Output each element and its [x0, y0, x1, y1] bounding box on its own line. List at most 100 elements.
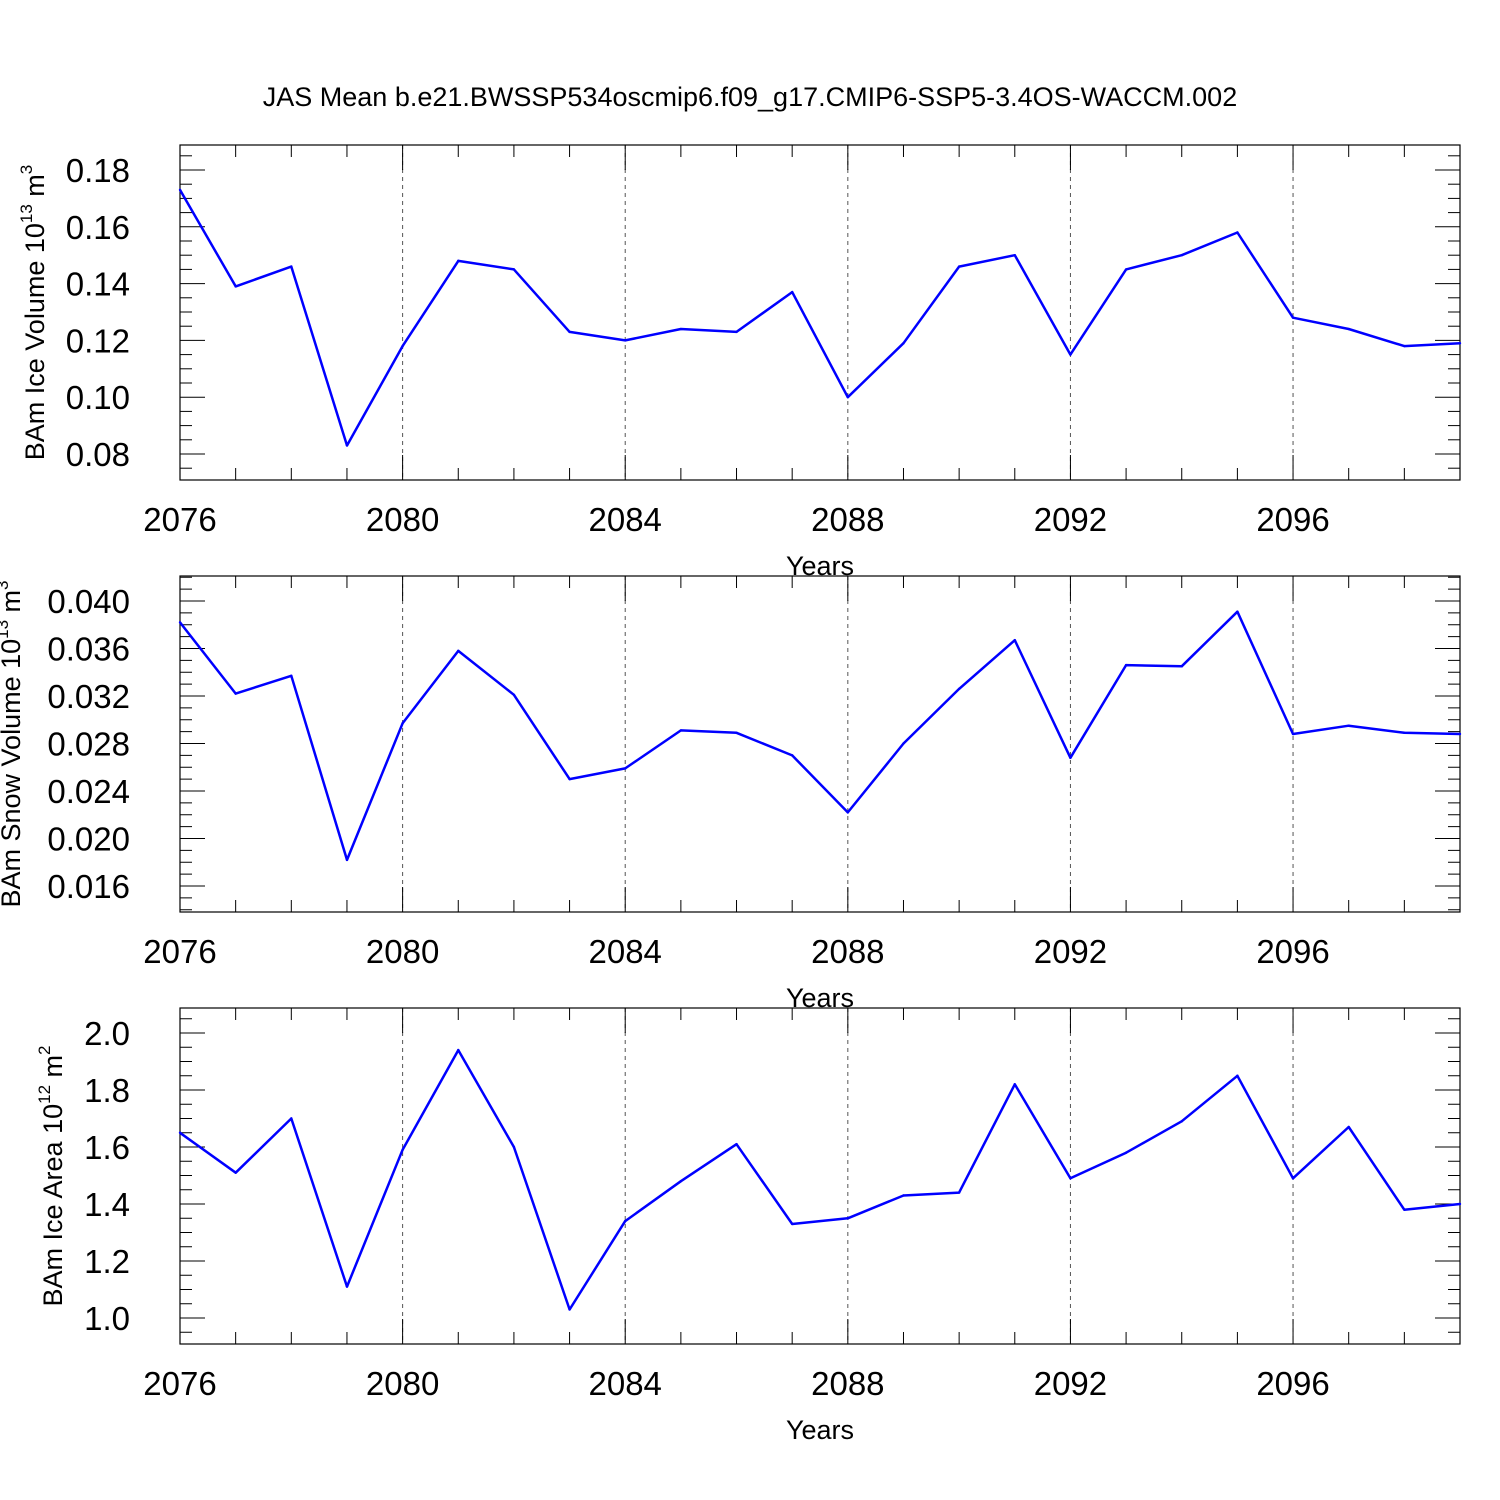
data-point [401, 344, 404, 348]
x-tick-label: 2084 [589, 933, 662, 970]
plot-frame [179, 144, 1461, 481]
data-point [1124, 663, 1128, 667]
y-axis-label-ylabel-exp: 12 [35, 1085, 54, 1104]
y-axis-label-ylabel-main: BAm Ice Volume 10 [20, 223, 50, 460]
y-axis-label: BAm Snow Volume 1013 m3 [0, 580, 26, 907]
y-axis-label-ylabel-unit: m [38, 1055, 68, 1085]
data-point [1013, 638, 1016, 642]
data-point [345, 1285, 349, 1288]
data-point [512, 693, 516, 697]
y-tick-label: 0.16 [66, 209, 130, 246]
data-point [401, 722, 404, 725]
panel-3: 2076 2080 2084 2088 2092 2096 1.0 1.2 1.4 1.6 1.8 2… [35, 1007, 1462, 1445]
data-point [902, 342, 905, 345]
x-tick-label: 2084 [589, 501, 662, 538]
data-point [1124, 268, 1128, 271]
x-tick-label: 2076 [143, 1365, 216, 1402]
data-point [290, 265, 293, 268]
series-line [178, 189, 1461, 447]
y-tick-label: 2.0 [84, 1015, 130, 1052]
y-axis-label-ylabel-unit-exp: 3 [0, 580, 12, 589]
y-tick-label: 1.4 [84, 1186, 130, 1223]
data-point [1069, 1177, 1072, 1180]
figure-title: JAS Mean b.e21.BWSSP534oscmip6.f09_g17.C… [263, 82, 1237, 112]
x-tick-label: 2092 [1034, 933, 1107, 970]
data-point [1236, 231, 1239, 234]
y-axis-label-ylabel-exp: 13 [17, 204, 36, 223]
y-tick-label: 0.036 [47, 631, 130, 668]
data-point [1347, 1125, 1350, 1129]
y-tick-label: 0.14 [66, 266, 130, 303]
y-axis-label: BAm Ice Area 1012 m2 [35, 1046, 68, 1307]
data-point [679, 729, 683, 732]
data-point [568, 1308, 571, 1311]
data-point [290, 1117, 293, 1120]
data-point [1180, 254, 1183, 257]
x-tick-label: 2088 [811, 1365, 884, 1402]
panel-1: 2076 2080 2084 2088 2092 2096 0.08 0.10 0.12 0.14… [17, 144, 1462, 581]
y-axis-label-ylabel-exp: 13 [0, 620, 12, 639]
plot-frame [179, 575, 1461, 913]
y-tick-label: 1.6 [84, 1129, 130, 1166]
x-tick-label: 2080 [366, 501, 439, 538]
data-point [790, 754, 794, 757]
data-point [957, 265, 961, 268]
data-point [1458, 1202, 1462, 1206]
data-point [846, 811, 850, 814]
data-point [234, 1171, 237, 1174]
y-tick-label: 0.08 [66, 436, 130, 473]
data-point [1347, 724, 1350, 727]
y-tick-label: 1.0 [84, 1300, 130, 1337]
data-point [1236, 1074, 1239, 1077]
data-point [1180, 1120, 1183, 1123]
y-tick-label: 0.032 [47, 678, 130, 715]
y-tick-label: 0.028 [47, 726, 130, 763]
data-point [735, 1142, 738, 1146]
data-point [1403, 1208, 1406, 1211]
y-axis-label-ylabel-unit-exp: 2 [35, 1046, 54, 1055]
panels: 2076 2080 2084 2088 2092 2096 0.08 0.10 0.12 0.14… [0, 144, 1462, 1445]
data-point [679, 327, 683, 331]
data-point [624, 1219, 627, 1223]
y-axis-label-ylabel-main: BAm Ice Area 10 [38, 1104, 68, 1307]
data-point [568, 777, 571, 781]
x-tick-label: 2084 [589, 1365, 662, 1402]
y-tick-label: 0.016 [47, 868, 130, 905]
data-point [1291, 732, 1295, 736]
data-point [679, 1180, 683, 1183]
y-tick-label: 1.8 [84, 1072, 130, 1109]
data-point [1180, 665, 1183, 668]
x-tick-label: 2096 [1256, 933, 1329, 970]
data-point [290, 674, 293, 678]
data-point [178, 621, 182, 624]
data-point [846, 1217, 850, 1220]
data-point [902, 742, 905, 745]
data-point [1069, 756, 1072, 759]
data-point [512, 1145, 516, 1149]
data-point [457, 259, 460, 263]
series-line [179, 610, 1461, 862]
data-point [345, 858, 349, 862]
data-point [512, 268, 516, 271]
x-tick-label: 2092 [1034, 501, 1107, 538]
y-tick-label: 0.18 [66, 152, 130, 189]
x-tick-label: 2096 [1256, 1365, 1329, 1402]
data-point [234, 285, 237, 288]
data-point [1458, 342, 1462, 345]
y-tick-label: 0.10 [66, 379, 130, 416]
data-point [790, 1222, 794, 1226]
data-point [957, 687, 961, 691]
y-tick-label: 0.020 [47, 821, 130, 858]
data-point [457, 649, 460, 653]
y-tick-label: 0.12 [66, 322, 130, 359]
data-point [1124, 1151, 1128, 1154]
plot-frame [179, 1007, 1461, 1345]
data-point [1013, 1083, 1016, 1086]
y-axis-label-ylabel-main: BAm Snow Volume 10 [0, 639, 26, 908]
x-tick-label: 2080 [366, 1365, 439, 1402]
data-point [902, 1194, 905, 1197]
data-point [790, 290, 794, 294]
data-point [624, 767, 627, 770]
data-point [1291, 1177, 1295, 1180]
